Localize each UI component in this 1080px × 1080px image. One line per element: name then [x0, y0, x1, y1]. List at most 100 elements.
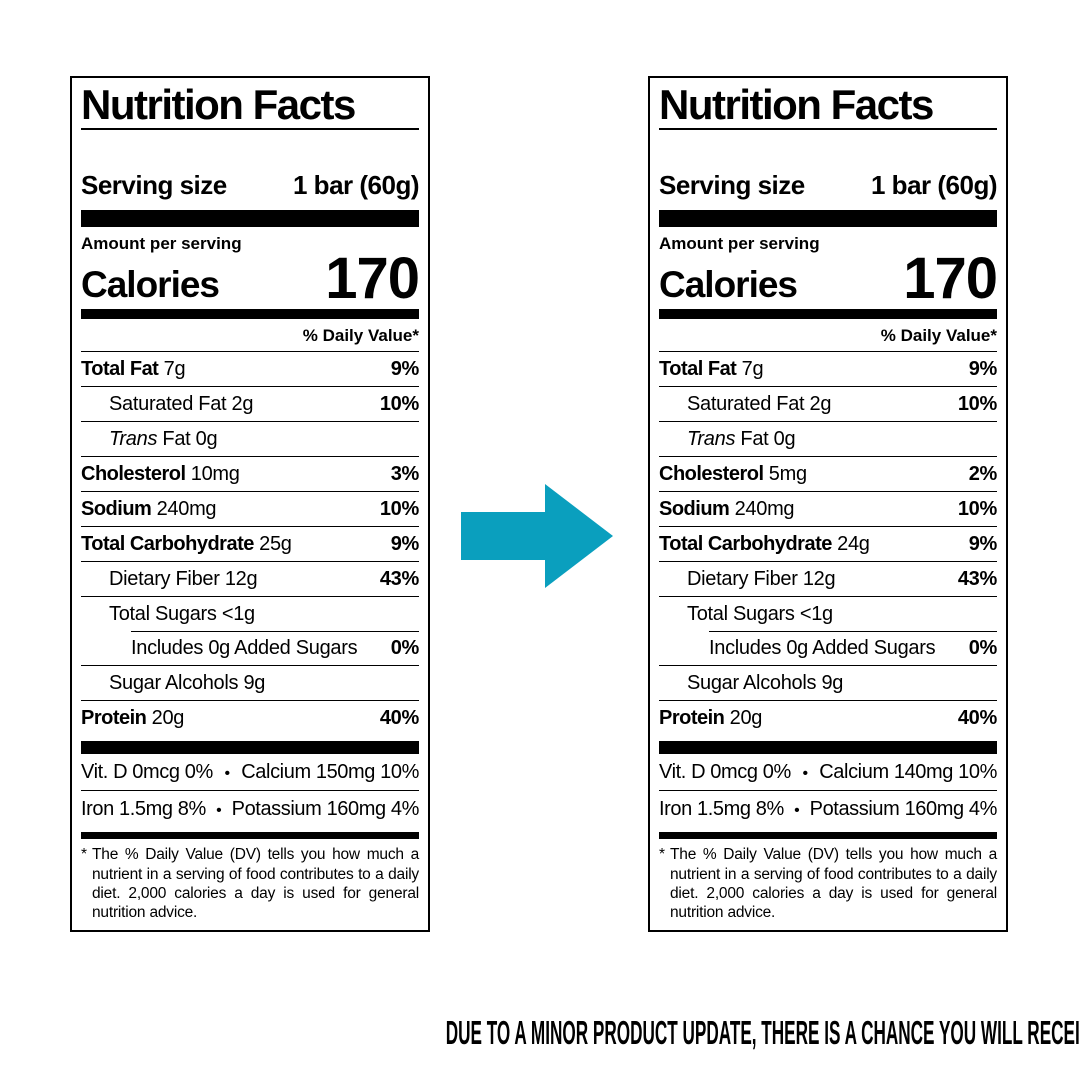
footnote: * The % Daily Value (DV) tells you how mu…: [81, 845, 419, 923]
nutrient-row: Trans Fat 0g: [659, 421, 997, 456]
nutrient-row: Sugar Alcohols 9g: [81, 665, 419, 700]
nutrient-name: Trans Fat 0g: [687, 428, 796, 451]
daily-value-header: % Daily Value*: [880, 326, 997, 346]
nutrient-daily-value: 43%: [957, 568, 997, 591]
nutrient-name: Total Carbohydrate 25g: [81, 533, 292, 556]
divider-bar-medium: [81, 309, 419, 320]
nutrient-name: Cholesterol 10mg: [81, 463, 240, 486]
nutrient-name: Includes 0g Added Sugars: [709, 637, 936, 660]
serving-size-value: 1 bar (60g): [293, 170, 420, 201]
serving-size-value: 1 bar (60g): [871, 170, 998, 201]
micronutrient-left: Iron 1.5mg 8%: [81, 798, 206, 821]
nutrient-name: Saturated Fat 2g: [109, 393, 254, 416]
serving-size-label: Serving size: [659, 170, 805, 201]
calories-value: 170: [903, 245, 998, 311]
update-arrow-icon: [461, 484, 614, 588]
micronutrient-row: Iron 1.5mg 8% • Potassium 160mg 4%: [81, 790, 419, 827]
divider-bar-protein: [659, 741, 997, 755]
nutrient-name-italic: Trans: [109, 428, 158, 451]
nutrient-name-italic: Trans: [687, 428, 736, 451]
nutrient-row: Total Sugars <1g: [659, 596, 997, 631]
micronutrient-right: Potassium 160mg 4%: [809, 798, 998, 821]
serving-size-row: Serving size 1 bar (60g): [659, 170, 998, 201]
nutrient-daily-value: 3%: [390, 463, 420, 486]
serving-size-label: Serving size: [81, 170, 227, 201]
nutrient-row: Cholesterol 10mg 3%: [81, 456, 419, 491]
nutrient-name-bold: Sodium: [659, 498, 730, 521]
footnote-asterisk: *: [81, 846, 88, 864]
nutrition-label-old: Nutrition Facts Serving size 1 bar (60g) Am…: [70, 76, 430, 932]
nutrient-row: Trans Fat 0g: [81, 421, 419, 456]
nutrient-name: Dietary Fiber 12g: [687, 568, 836, 591]
amount-per-serving-label: Amount per serving: [659, 234, 820, 254]
divider-bar-footnote: [659, 832, 997, 840]
nutrient-name: Sugar Alcohols 9g: [687, 672, 844, 695]
micronutrient-left: Iron 1.5mg 8%: [659, 798, 784, 821]
micronutrient-row: Vit. D 0mcg 0% • Calcium 140mg 10%: [659, 754, 997, 790]
nutrient-name-bold: Cholesterol: [81, 463, 186, 486]
micronutrient-right: Calcium 150mg 10%: [241, 761, 419, 784]
nutrient-daily-value: 9%: [968, 533, 998, 556]
nutrient-daily-value: 40%: [957, 707, 997, 730]
footnote-text: The % Daily Value (DV) tells you how muc…: [92, 846, 419, 922]
nutrient-row: Total Fat 7g 9%: [81, 351, 419, 386]
nutrient-daily-value: 10%: [957, 393, 997, 416]
nutrient-row: Total Carbohydrate 25g 9%: [81, 526, 419, 561]
nutrient-row: Sugar Alcohols 9g: [659, 665, 997, 700]
nutrient-row: Total Fat 7g 9%: [659, 351, 997, 386]
nutrient-name: Includes 0g Added Sugars: [131, 637, 358, 660]
nutrient-daily-value: 9%: [390, 533, 420, 556]
nutrient-daily-value: 0%: [390, 637, 420, 660]
calories-label: Calories: [659, 264, 798, 306]
nutrient-name: Total Sugars <1g: [109, 603, 255, 626]
nutrient-row: Dietary Fiber 12g 43%: [81, 561, 419, 596]
nutrient-name: Sodium 240mg: [81, 498, 217, 521]
nutrient-name: Total Carbohydrate 24g: [659, 533, 870, 556]
nutrient-row: Protein 20g 40%: [659, 700, 997, 735]
nutrient-daily-value: 10%: [379, 393, 419, 416]
nutrient-name-bold: Sodium: [81, 498, 152, 521]
nutrient-daily-value: 9%: [968, 358, 998, 381]
nutrient-row: Saturated Fat 2g 10%: [659, 386, 997, 421]
nutrient-daily-value: 40%: [379, 707, 419, 730]
nutrient-row: Includes 0g Added Sugars 0%: [659, 631, 997, 665]
nutrient-name: Protein 20g: [81, 707, 185, 730]
bullet-separator: •: [802, 765, 808, 783]
nutrient-row: Sodium 240mg 10%: [659, 491, 997, 526]
nutrient-name-bold: Total Carbohydrate: [659, 533, 832, 556]
label-title: Nutrition Facts: [659, 81, 934, 128]
product-update-caption: DUE TO A MINOR PRODUCT UPDATE, THERE IS …: [0, 1014, 1080, 1052]
serving-size-row: Serving size 1 bar (60g): [81, 170, 420, 201]
nutrient-name: Sodium 240mg: [659, 498, 795, 521]
footnote: * The % Daily Value (DV) tells you how mu…: [659, 845, 997, 923]
caption-text: DUE TO A MINOR PRODUCT UPDATE, THERE IS …: [445, 1014, 1080, 1051]
nutrient-daily-value: 43%: [379, 568, 419, 591]
nutrient-name: Trans Fat 0g: [109, 428, 218, 451]
footnote-asterisk: *: [659, 846, 666, 864]
micronutrient-row: Vit. D 0mcg 0% • Calcium 150mg 10%: [81, 754, 419, 790]
calories-row: Calories 170: [659, 245, 998, 311]
nutrient-row: Total Sugars <1g: [81, 596, 419, 631]
calories-label: Calories: [81, 264, 220, 306]
nutrient-name: Saturated Fat 2g: [687, 393, 832, 416]
daily-value-header: % Daily Value*: [302, 326, 419, 346]
divider-bar-thick: [659, 210, 997, 228]
micronutrient-right: Calcium 140mg 10%: [819, 761, 997, 784]
nutrient-name: Dietary Fiber 12g: [109, 568, 258, 591]
nutrient-daily-value: 10%: [957, 498, 997, 521]
nutrient-name: Total Fat 7g: [81, 358, 186, 381]
nutrient-name: Protein 20g: [659, 707, 763, 730]
divider-bar-protein: [81, 741, 419, 755]
nutrient-row: Cholesterol 5mg 2%: [659, 456, 997, 491]
nutrient-name-bold: Protein: [81, 707, 147, 730]
amount-per-serving-label: Amount per serving: [81, 234, 242, 254]
footnote-text: The % Daily Value (DV) tells you how muc…: [670, 846, 997, 922]
bullet-separator: •: [216, 802, 222, 820]
nutrient-row: Total Carbohydrate 24g 9%: [659, 526, 997, 561]
nutrient-daily-value: 0%: [968, 637, 998, 660]
nutrient-name-bold: Total Fat: [659, 358, 737, 381]
nutrient-name: Sugar Alcohols 9g: [109, 672, 266, 695]
divider-bar-medium: [659, 309, 997, 320]
calories-row: Calories 170: [81, 250, 420, 307]
